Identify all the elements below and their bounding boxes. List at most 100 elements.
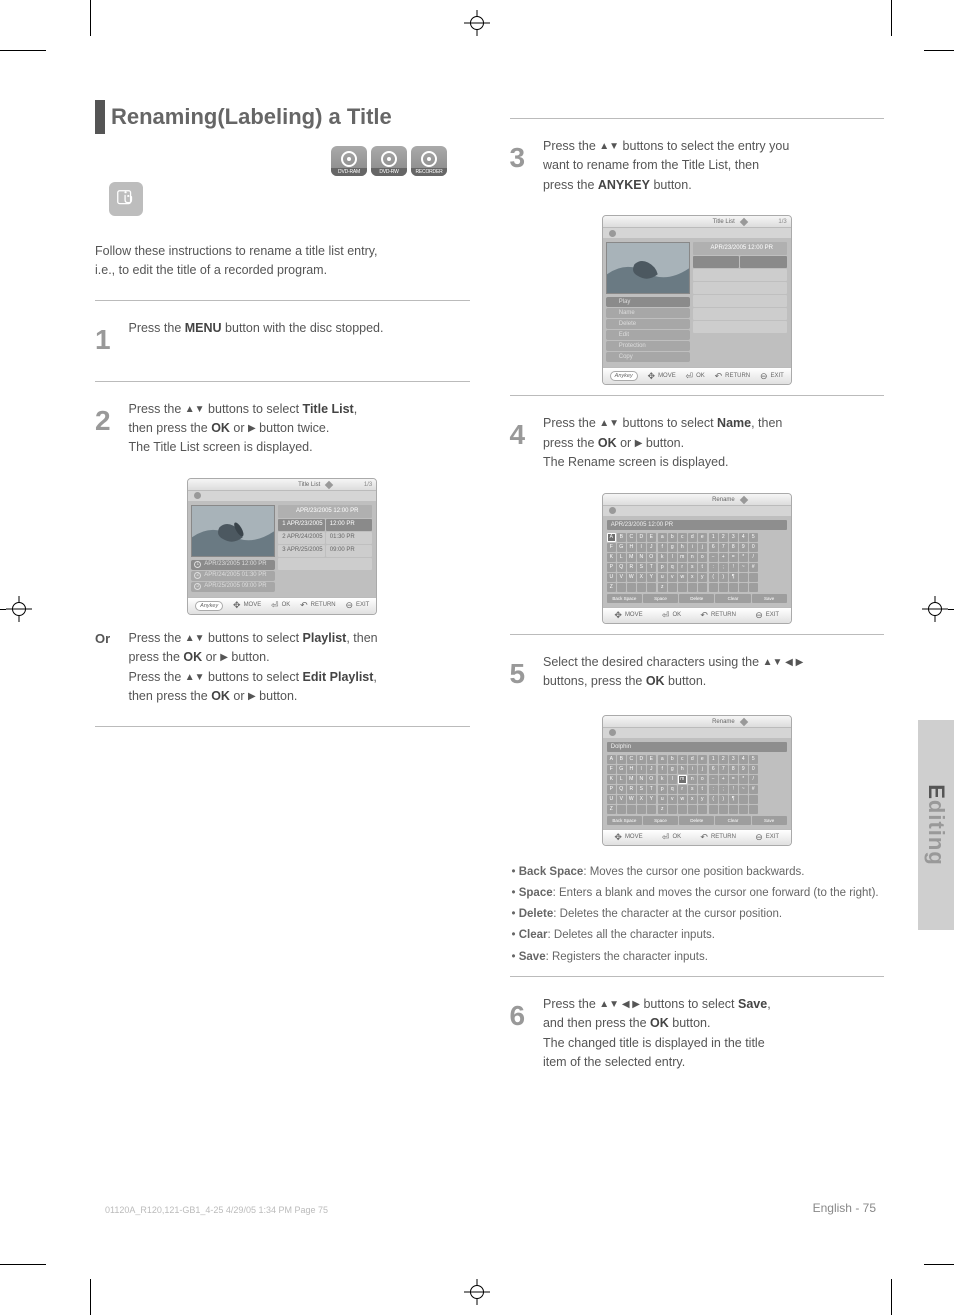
- key-s: s: [688, 785, 697, 794]
- anykey-icon: Anykey: [195, 601, 223, 611]
- diamond-icon: [740, 495, 748, 503]
- key-T: T: [647, 563, 656, 572]
- osd-title-list: Title List 1/3: [187, 478, 377, 615]
- detail-cell: 2 APR/24/2005: [278, 532, 325, 544]
- key-y: y: [698, 795, 707, 804]
- key-!: !: [729, 785, 738, 794]
- step-number: 1: [95, 319, 125, 361]
- key-~: ~: [739, 785, 748, 794]
- key-blank: [678, 583, 687, 592]
- key-O: O: [647, 553, 656, 562]
- key-blank: [668, 805, 677, 814]
- detail-cell: 01:30 PR: [326, 532, 373, 544]
- crop-line: [891, 0, 892, 36]
- recorder-icon: RECORDER: [411, 146, 447, 176]
- key-I: I: [637, 765, 646, 774]
- step-text: Press the ▲▼ ◀ ▶ buttons to select Save,…: [543, 995, 884, 1073]
- popup-item: Protection: [606, 341, 690, 351]
- key-blank: [627, 583, 636, 592]
- title-list-row: 3APR/25/2005 09:00 PR: [191, 582, 275, 592]
- key-¶: ¶: [729, 795, 738, 804]
- exit-icon: ⊖: [760, 372, 768, 381]
- key-U: U: [607, 795, 616, 804]
- exit-icon: ⊖: [755, 611, 763, 620]
- register-mark-top: [464, 10, 490, 36]
- register-mark-bottom: [464, 1279, 490, 1305]
- key-o: o: [698, 775, 707, 784]
- key-H: H: [627, 543, 636, 552]
- popup-item: Edit: [606, 330, 690, 340]
- key-o: o: [698, 553, 707, 562]
- osd-footer: Anykey ✥MOVE ⏎OK ↶RETURN ⊖EXIT: [603, 367, 791, 384]
- key-u: u: [658, 573, 667, 582]
- exit-icon: ⊖: [345, 601, 353, 610]
- key-U: U: [607, 573, 616, 582]
- title-accent-bar: [95, 100, 105, 134]
- key-blank: [709, 805, 718, 814]
- key-8: 8: [729, 543, 738, 552]
- register-mark-left: [6, 596, 32, 622]
- key-*: *: [739, 775, 748, 784]
- step-number: 3: [510, 137, 540, 179]
- key-blank: [719, 583, 728, 592]
- keyboard-grid: ABCDEFGHIJKLMNOPQRSTUVWXYZabcdefghijklmn…: [607, 533, 787, 592]
- key-+: +: [719, 553, 728, 562]
- bullet-save: • Save: Registers the character inputs.: [510, 949, 885, 966]
- key-=: =: [729, 775, 738, 784]
- key-3: 3: [729, 533, 738, 542]
- key-G: G: [617, 765, 626, 774]
- key-f: f: [658, 765, 667, 774]
- page-content: Renaming(Labeling) a Title DVD-RAM DVD-R…: [95, 100, 884, 1225]
- dvd-rw-icon: DVD-RW: [371, 146, 407, 176]
- osd-meta: 1/3: [364, 480, 372, 490]
- key-5: 5: [749, 533, 758, 542]
- key-L: L: [617, 775, 626, 784]
- key-X: X: [637, 573, 646, 582]
- key-I: I: [637, 543, 646, 552]
- detail-cell: 09:00 PR: [326, 545, 373, 557]
- ok-icon: ⏎: [271, 601, 279, 610]
- move-icon: ✥: [614, 833, 622, 842]
- detail-cell: 12:00 PR: [326, 519, 373, 531]
- key-blank: [749, 583, 758, 592]
- key-9: 9: [739, 543, 748, 552]
- detail-cell: 3 APR/25/2005: [278, 545, 325, 557]
- key-blank: [647, 805, 656, 814]
- key-T: T: [647, 785, 656, 794]
- key-action-clear: Clear: [715, 816, 750, 825]
- osd-rename-keyboard: Rename APR/23/2005 12:00 PR ABCDEFGHIJKL…: [602, 493, 792, 624]
- popup-item: Play: [606, 297, 690, 307]
- bullet-clear: • Clear: Deletes all the character input…: [510, 927, 885, 944]
- name-input-field: APR/23/2005 12:00 PR: [607, 520, 787, 530]
- step-text: Press the ▲▼ buttons to select Playlist,…: [128, 629, 469, 707]
- osd-context-menu: Title List 1/3: [602, 215, 792, 385]
- key-W: W: [627, 795, 636, 804]
- crop-line: [90, 0, 91, 36]
- key-9: 9: [739, 765, 748, 774]
- key-c: c: [678, 533, 687, 542]
- key-action-delete: Delete: [679, 594, 714, 603]
- osd-title: Title List: [298, 480, 320, 490]
- key-blank: [698, 583, 707, 592]
- section-tab-rest: diting: [924, 800, 949, 866]
- osd-footer: Anykey ✥MOVE ⏎OK ↶RETURN ⊖EXIT: [188, 597, 376, 614]
- keyboard-grid: ABCDEFGHIJKLMNOPQRSTUVWXYZabcdefghijklmn…: [607, 755, 787, 814]
- step-number: 5: [510, 653, 540, 695]
- detail-cell: [693, 308, 787, 320]
- key-5: 5: [749, 755, 758, 764]
- osd-footer: ✥MOVE ⏎OK ↶RETURN ⊖EXIT: [603, 829, 791, 845]
- key-): ): [719, 795, 728, 804]
- key-e: e: [698, 533, 707, 542]
- key-w: w: [678, 795, 687, 804]
- key-blank: [647, 583, 656, 592]
- key-k: k: [658, 775, 667, 784]
- context-popup: Play Name Delete Edit Protection Copy: [606, 297, 690, 362]
- step-prefix: Or: [95, 629, 125, 649]
- key-c: c: [678, 755, 687, 764]
- key-p: p: [658, 785, 667, 794]
- key-1: 1: [709, 755, 718, 764]
- return-icon: ↶: [700, 833, 708, 842]
- detail-header: APR/23/2005 12:00 PR: [693, 242, 787, 255]
- step-number: 6: [510, 995, 540, 1037]
- step-number: 4: [510, 414, 540, 456]
